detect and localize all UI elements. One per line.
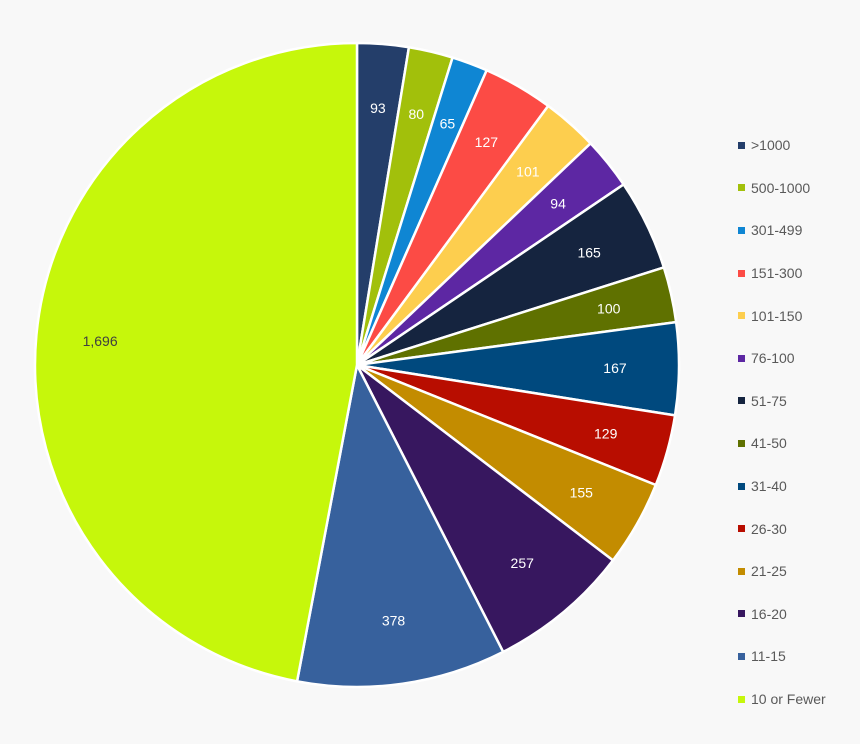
legend-swatch [738,439,745,447]
legend-swatch [738,184,745,192]
legend-swatch [738,397,745,405]
legend-item-1000: >1000 [738,124,826,167]
legend-item-41-50: 41-50 [738,422,826,465]
data-label-500-1000: 80 [408,106,424,122]
slices [33,41,681,689]
legend-item-21-25: 21-25 [738,550,826,593]
legend-swatch [738,525,745,533]
legend-label: 101-150 [751,307,803,324]
legend-swatch [738,226,745,234]
data-label-21-25: 155 [570,485,594,501]
data-label-51-75: 165 [577,244,601,260]
legend-swatch [738,312,745,320]
legend-item-101-150: 101-150 [738,294,826,337]
legend-label: 26-30 [751,520,787,537]
data-label-76-100: 94 [550,195,566,211]
legend-item-151-300: 151-300 [738,252,826,295]
data-label-16-20: 257 [511,555,535,571]
data-label-41-50: 100 [597,300,621,316]
legend-label: 16-20 [751,605,787,622]
legend-swatch [738,141,745,149]
data-label-31-40: 167 [603,360,627,376]
legend-label: 31-40 [751,478,787,495]
legend-item-26-30: 26-30 [738,507,826,550]
legend-swatch [738,695,745,703]
legend-label: 500-1000 [751,179,811,196]
legend-swatch [738,652,745,660]
legend-label: 301-499 [751,222,803,239]
legend-swatch [738,354,745,362]
data-label-26-30: 129 [594,426,618,442]
legend-item-76-100: 76-100 [738,337,826,380]
legend-item-11-15: 11-15 [738,635,826,678]
pie-slice-16-20 [355,363,615,654]
legend: >1000 500-1000 301-499 151-300 101-150 76-100… [738,124,826,720]
data-label-151-300: 127 [475,134,499,150]
legend-label: 51-75 [751,392,787,409]
pie-slice-11-15 [295,363,505,689]
legend-label: 41-50 [751,435,787,452]
legend-item-10-or-fewer: 10 or Fewer [738,678,826,721]
pie-slice-10-or-fewer [33,41,359,683]
data-label-11-15: 378 [382,612,406,628]
legend-item-301-499: 301-499 [738,209,826,252]
legend-item-31-40: 31-40 [738,465,826,508]
data-label-10-or-fewer: 1,696 [83,333,118,349]
legend-label: 11-15 [751,648,786,665]
legend-label: >1000 [751,137,791,154]
data-label-101-150: 101 [516,164,540,180]
legend-item-500-1000: 500-1000 [738,167,826,210]
legend-label: 10 or Fewer [751,691,826,708]
data-labels: 93 80 65 127 101 94 165 100 167 129 155 257 378 1,696 [83,100,627,629]
data-label-1000: 93 [370,100,386,116]
legend-item-16-20: 16-20 [738,593,826,636]
legend-swatch [738,269,745,277]
legend-swatch [738,610,745,618]
legend-label: 151-300 [751,265,803,282]
legend-label: 21-25 [751,563,787,580]
legend-swatch [738,482,745,490]
data-label-301-499: 65 [440,115,456,131]
legend-label: 76-100 [751,350,795,367]
legend-swatch [738,567,745,575]
legend-item-51-75: 51-75 [738,380,826,423]
